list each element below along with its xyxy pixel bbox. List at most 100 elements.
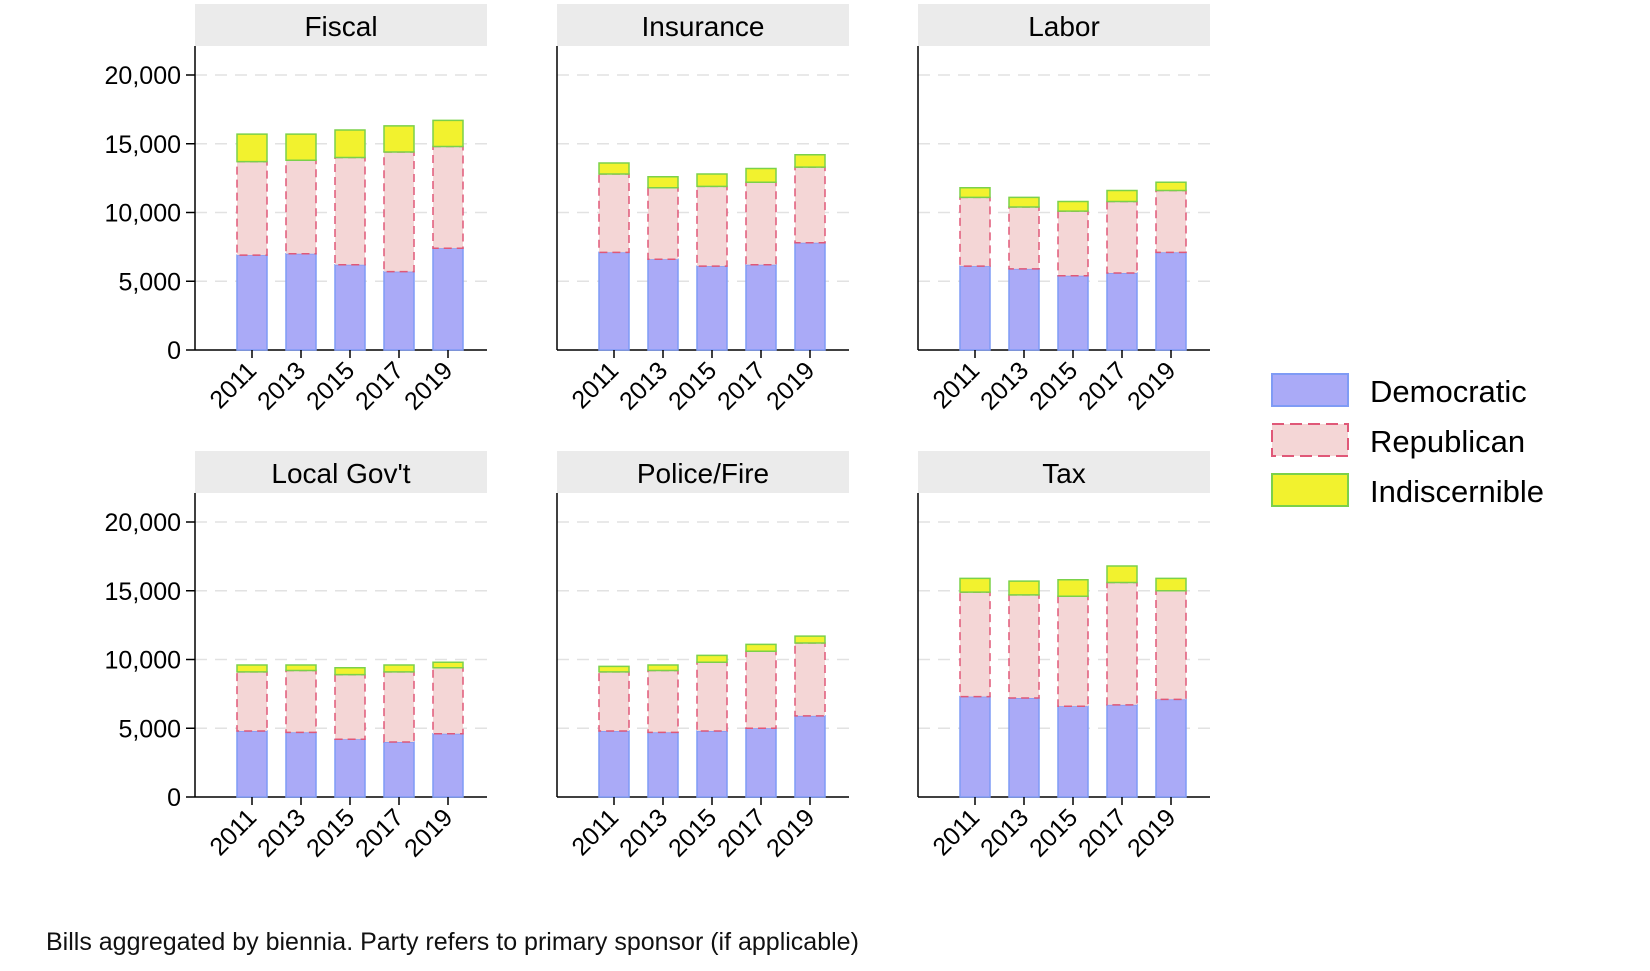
x-tick-label: 2013 bbox=[975, 803, 1034, 862]
bar-democratic-2015 bbox=[1057, 275, 1089, 351]
bar-democratic-2019 bbox=[1155, 698, 1187, 798]
y-tick-label: 5,000 bbox=[118, 715, 181, 743]
bar-indiscernible-2015 bbox=[334, 129, 366, 159]
bar-republican-2019 bbox=[432, 145, 464, 249]
bar-republican-2019 bbox=[794, 642, 826, 717]
x-tick-label: 2019 bbox=[1122, 356, 1181, 415]
bar-republican-2013 bbox=[647, 669, 679, 734]
panel-local-gov-t: Local Gov't05,00010,00015,00020,00020112… bbox=[105, 451, 487, 863]
bar-indiscernible-2019 bbox=[1155, 181, 1187, 192]
bar-republican-2013 bbox=[647, 187, 679, 260]
x-tick-label: 2011 bbox=[204, 356, 262, 414]
bar-indiscernible-2019 bbox=[794, 154, 826, 168]
panel-title: Insurance bbox=[642, 11, 765, 42]
bar-republican-2019 bbox=[1155, 590, 1187, 701]
bar-democratic-2017 bbox=[1106, 704, 1138, 798]
bar-indiscernible-2019 bbox=[794, 635, 826, 644]
bar-indiscernible-2013 bbox=[1008, 580, 1040, 596]
bar-indiscernible-2015 bbox=[696, 654, 728, 663]
bar-indiscernible-2017 bbox=[745, 643, 777, 652]
legend-label-indiscernible: Indiscernible bbox=[1370, 474, 1544, 509]
bar-republican-2011 bbox=[959, 196, 991, 267]
bar-republican-2011 bbox=[236, 160, 268, 256]
bar-democratic-2015 bbox=[334, 264, 366, 351]
x-tick-label: 2011 bbox=[566, 356, 624, 414]
x-tick-label: 2013 bbox=[614, 803, 673, 862]
panel-fiscal: Fiscal05,00010,00015,00020,0002011201320… bbox=[105, 4, 487, 416]
legend-label-republican: Republican bbox=[1370, 424, 1525, 459]
x-tick-label: 2015 bbox=[1024, 356, 1083, 415]
legend-swatch-indiscernible bbox=[1271, 473, 1349, 507]
bar-indiscernible-2013 bbox=[285, 133, 317, 161]
bar-democratic-2013 bbox=[285, 731, 317, 798]
y-axis-title: Number of bills introduced bbox=[4, 268, 37, 617]
legend-label-democratic: Democratic bbox=[1370, 374, 1527, 409]
bar-republican-2017 bbox=[383, 671, 415, 743]
bar-indiscernible-2017 bbox=[383, 125, 415, 153]
bar-democratic-2011 bbox=[959, 695, 991, 798]
bar-republican-2017 bbox=[745, 650, 777, 729]
bar-democratic-2013 bbox=[1008, 697, 1040, 798]
y-tick-label: 15,000 bbox=[105, 578, 181, 606]
bar-indiscernible-2011 bbox=[598, 665, 630, 673]
bar-democratic-2015 bbox=[1057, 705, 1089, 798]
bar-democratic-2013 bbox=[647, 258, 679, 351]
bar-indiscernible-2011 bbox=[236, 664, 268, 673]
y-tick-label: 20,000 bbox=[105, 509, 181, 537]
y-tick-label: 5,000 bbox=[118, 268, 181, 296]
panel-strip bbox=[557, 451, 849, 493]
bar-democratic-2013 bbox=[1008, 268, 1040, 351]
bar-democratic-2013 bbox=[647, 731, 679, 798]
bar-republican-2013 bbox=[285, 669, 317, 734]
bar-republican-2015 bbox=[334, 156, 366, 266]
x-tick-label: 2017 bbox=[350, 356, 409, 415]
legend: Democratic Republican Indiscernible bbox=[1271, 373, 1544, 509]
bar-democratic-2011 bbox=[598, 251, 630, 351]
bar-indiscernible-2017 bbox=[1106, 565, 1138, 584]
bar-indiscernible-2013 bbox=[647, 664, 679, 672]
x-tick-label: 2019 bbox=[399, 803, 458, 862]
bar-democratic-2017 bbox=[745, 727, 777, 798]
x-tick-label: 2011 bbox=[204, 803, 262, 861]
bar-democratic-2017 bbox=[383, 741, 415, 798]
bar-indiscernible-2017 bbox=[1106, 189, 1138, 203]
x-tick-label: 2017 bbox=[350, 803, 409, 862]
panel-title: Tax bbox=[1042, 458, 1086, 489]
x-tick-label: 2017 bbox=[1073, 803, 1132, 862]
bar-republican-2015 bbox=[696, 185, 728, 267]
x-tick-label: 2015 bbox=[1024, 803, 1083, 862]
bar-republican-2013 bbox=[285, 159, 317, 255]
caption: Bills aggregated by biennia. Party refer… bbox=[46, 928, 859, 956]
x-tick-label: 2017 bbox=[1073, 356, 1132, 415]
bar-indiscernible-2015 bbox=[1057, 200, 1089, 212]
bar-democratic-2017 bbox=[383, 270, 415, 351]
y-tick-label: 20,000 bbox=[105, 62, 181, 90]
bar-democratic-2013 bbox=[285, 253, 317, 351]
x-tick-label: 2011 bbox=[927, 356, 985, 414]
x-tick-label: 2019 bbox=[761, 356, 820, 415]
bar-democratic-2019 bbox=[794, 715, 826, 798]
bar-republican-2011 bbox=[598, 173, 630, 254]
panel-strip bbox=[195, 4, 487, 46]
x-tick-label: 2011 bbox=[927, 803, 985, 861]
x-tick-label: 2019 bbox=[761, 803, 820, 862]
x-tick-label: 2015 bbox=[663, 803, 722, 862]
bar-democratic-2015 bbox=[696, 265, 728, 351]
bar-republican-2013 bbox=[1008, 206, 1040, 270]
bar-indiscernible-2013 bbox=[1008, 196, 1040, 208]
bar-indiscernible-2013 bbox=[647, 176, 679, 189]
bar-republican-2011 bbox=[236, 671, 268, 732]
bar-democratic-2019 bbox=[794, 242, 826, 351]
x-tick-label: 2019 bbox=[1122, 803, 1181, 862]
x-tick-label: 2013 bbox=[975, 356, 1034, 415]
panel-title: Labor bbox=[1028, 11, 1100, 42]
x-tick-label: 2011 bbox=[566, 803, 624, 861]
x-tick-label: 2017 bbox=[712, 356, 771, 415]
bar-democratic-2011 bbox=[959, 265, 991, 351]
bar-indiscernible-2019 bbox=[432, 661, 464, 669]
y-tick-label: 15,000 bbox=[105, 131, 181, 159]
